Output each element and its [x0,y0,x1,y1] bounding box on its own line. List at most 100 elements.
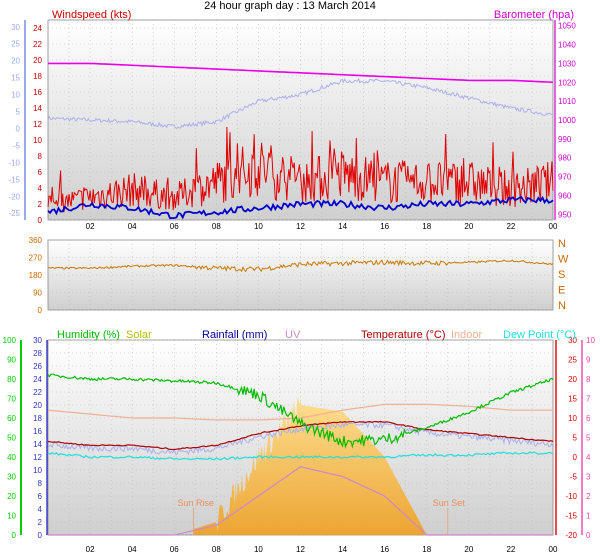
direction-tick-label: 180 [29,271,43,280]
wind-direction-line [47,259,554,273]
wind-tick-label: 6 [38,168,43,177]
temperature-tick-label: 15 [568,395,577,404]
chart-title: 24 hour graph day : 13 March 2014 [204,0,376,12]
temperature-tick-label: 0 [573,453,578,462]
barometer-tick-label: 1010 [558,97,576,106]
barometer-legend: Barometer (hpa) [494,9,574,21]
wind-tick-label: 16 [33,88,42,97]
uv-tick-label: 4 [586,453,591,462]
x-tick-label: 16 [380,545,389,554]
temperature-tick-label: 20 [11,57,20,66]
wind-tick-label: 18 [33,72,42,81]
wind-tick-label: 22 [33,40,42,49]
legend-5: Indoor [451,329,483,341]
legend-4: Temperature (°C) [361,329,445,341]
barometer-tick-label: 970 [558,173,572,182]
wind-average-line [47,195,554,220]
rainfall-tick-label: 0 [38,531,43,540]
x-tick-label: 12 [296,222,305,231]
temperature-tick-label: 0 [16,124,21,133]
uv-line [48,466,553,536]
sunset-label: Sun Set [433,498,466,508]
barometer-tick-label: 1040 [558,41,576,50]
compass-label: N [558,238,566,250]
legend-1: Solar [126,329,152,341]
direction-tick-label: 90 [33,289,42,298]
rainfall-tick-label: 2 [38,518,43,527]
uv-tick-label: 9 [586,356,591,365]
legend-2: Rainfall (mm) [202,329,267,341]
compass-label: E [558,285,565,297]
rainfall-tick-label: 26 [33,362,42,371]
x-tick-label: 14 [338,545,347,554]
humidity-tick-label: 90 [7,356,16,365]
temperature-tick-label: -10 [565,492,577,501]
uv-tick-label: 10 [586,336,595,345]
barometer-tick-label: 950 [558,210,572,219]
dew-point-line [47,451,554,461]
rainfall-tick-label: 24 [33,375,42,384]
rainfall-tick-label: 16 [33,427,42,436]
rainfall-tick-label: 18 [33,414,42,423]
wind-tick-label: 2 [38,200,43,209]
x-tick-label: 00 [549,545,558,554]
temperature-tick-label: 5 [16,108,21,117]
x-tick-label: 12 [296,545,305,554]
x-tick-label: 14 [338,222,347,231]
humidity-tick-label: 100 [3,336,17,345]
direction-tick-label: 0 [38,306,43,315]
temperature-tick-label: -10 [8,158,20,167]
humidity-tick-label: 20 [7,492,16,501]
humidity-tick-label: 50 [7,434,16,443]
x-tick-label: 20 [464,222,473,231]
wind-tick-label: 10 [33,136,42,145]
x-tick-label: 02 [86,545,95,554]
rainfall-tick-label: 6 [38,492,43,501]
temperature-tick-label: -20 [8,192,20,201]
rainfall-tick-label: 28 [33,349,42,358]
temperature-tick-label: -5 [13,141,21,150]
x-tick-label: 22 [506,545,515,554]
x-tick-label: 16 [380,222,389,231]
temperature-line-top [47,77,554,130]
rainfall-tick-label: 12 [33,453,42,462]
humidity-tick-label: 40 [7,453,16,462]
temperature-band-line [47,421,554,456]
barometer-tick-label: 980 [558,154,572,163]
uv-tick-label: 2 [586,492,591,501]
temperature-line [47,420,554,451]
barometer-line [48,62,554,84]
temperature-tick-label: 15 [11,74,20,83]
rainfall-tick-label: 22 [33,388,42,397]
compass-label: N [558,300,566,312]
temperature-tick-label: -5 [570,473,578,482]
temperature-tick-label: 5 [573,434,578,443]
uv-tick-label: 1 [586,512,591,521]
rainfall-tick-label: 8 [38,479,43,488]
uv-tick-label: 3 [586,473,591,482]
x-tick-label: 10 [254,545,263,554]
wind-tick-label: 24 [33,24,42,33]
temperature-tick-label: 25 [568,356,577,365]
wind-tick-label: 8 [38,152,43,161]
barometer-tick-label: 960 [558,191,572,200]
humidity-tick-label: 30 [7,473,16,482]
solar-area [193,396,448,535]
temperature-tick-label: 30 [568,336,577,345]
temperature-tick-label: -15 [8,175,20,184]
temperature-tick-label: 20 [568,375,577,384]
uv-tick-label: 6 [586,414,591,423]
temperature-tick-label: -20 [565,531,577,540]
rainfall-tick-label: 20 [33,401,42,410]
compass-label: W [558,254,569,266]
temperature-tick-label: 10 [11,91,20,100]
rainfall-tick-label: 14 [33,440,42,449]
rainfall-tick-label: 10 [33,466,42,475]
rainfall-tick-label: 30 [33,336,42,345]
wind-tick-label: 0 [38,216,43,225]
temperature-tick-label: 10 [568,414,577,423]
x-tick-label: 06 [170,545,179,554]
uv-tick-label: 8 [586,375,591,384]
x-tick-label: 04 [128,222,137,231]
humidity-tick-label: 70 [7,395,16,404]
